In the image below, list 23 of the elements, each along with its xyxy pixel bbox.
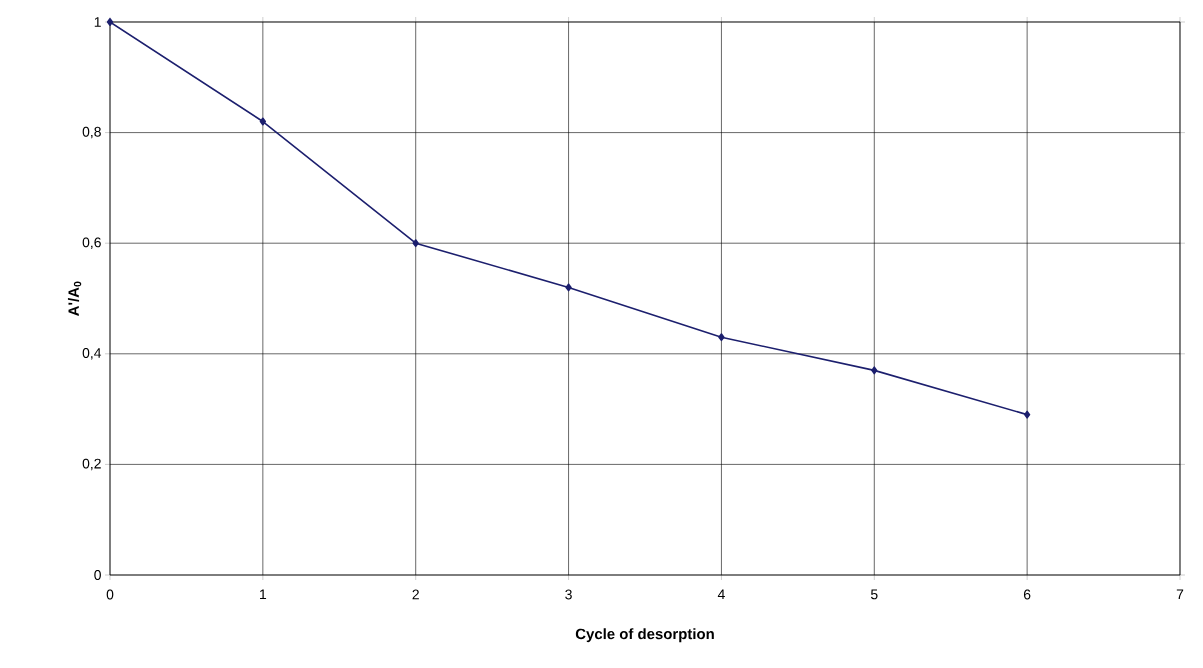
x-tick-label: 3 bbox=[565, 589, 572, 600]
y-tick-label: 0,6 bbox=[82, 237, 101, 249]
y-axis-title: A'/A$_{0}$ bbox=[67, 281, 82, 316]
x-tick-label: 6 bbox=[1023, 589, 1031, 600]
x-tick-label: 7 bbox=[1176, 589, 1184, 600]
y-tick-label: 0 bbox=[94, 570, 101, 580]
point bbox=[412, 239, 419, 248]
point bbox=[106, 18, 114, 26]
y-tick-label: 0,4 bbox=[82, 348, 102, 360]
point bbox=[565, 283, 572, 292]
x-tick-label: 0 bbox=[106, 589, 114, 600]
y-tick-label: 0,2 bbox=[82, 458, 101, 471]
x-tick-label: 4 bbox=[717, 589, 725, 600]
point bbox=[259, 117, 267, 126]
y-tick-label: 0,8 bbox=[82, 126, 101, 139]
x-tick-label: 5 bbox=[870, 589, 878, 600]
y-tick-label: 1 bbox=[94, 17, 101, 27]
point bbox=[718, 333, 725, 342]
x-tick-label: 2 bbox=[412, 589, 419, 600]
point bbox=[1023, 410, 1031, 419]
x-tick-label: 1 bbox=[260, 589, 267, 600]
point bbox=[871, 366, 878, 375]
x-axis-title: Cycle of desorption bbox=[575, 628, 714, 643]
